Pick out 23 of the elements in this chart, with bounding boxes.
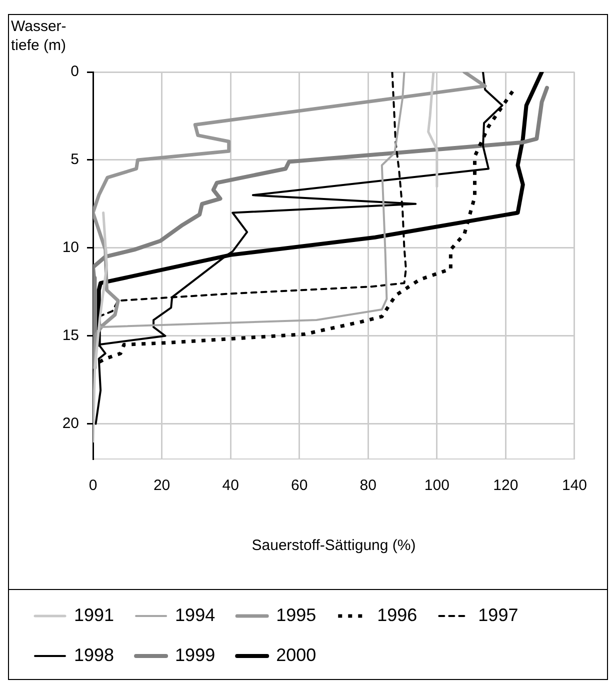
- x-axis-title: Sauerstoff-Sättigung (%): [252, 537, 416, 554]
- y-tick-label: 20: [62, 414, 79, 432]
- x-tick-label: 20: [153, 477, 170, 494]
- legend-label: 1995: [276, 604, 316, 625]
- x-tick-label: 120: [493, 477, 518, 494]
- legend-label: 1998: [74, 644, 114, 665]
- legend-label: 1997: [478, 604, 518, 625]
- y-axis-title: Wasser- tiefe (m): [11, 17, 66, 55]
- x-tick-label: 0: [88, 477, 98, 494]
- legend-label: 1999: [175, 644, 216, 665]
- legend-label: 2000: [276, 644, 316, 665]
- legend-label: 1996: [377, 604, 418, 625]
- x-tick-label: 140: [562, 477, 587, 494]
- x-tick-label: 60: [291, 477, 308, 494]
- x-tick-label: 80: [360, 477, 376, 494]
- y-tick-label: 10: [62, 239, 79, 256]
- y-tick-label: 15: [62, 327, 79, 344]
- legend-label: 1994: [175, 604, 216, 625]
- x-tick-label: 100: [424, 477, 450, 494]
- y-tick-label: 0: [70, 63, 79, 80]
- x-tick-label: 40: [222, 477, 239, 494]
- legend-label: 1991: [74, 604, 114, 625]
- y-tick-label: 5: [70, 151, 79, 168]
